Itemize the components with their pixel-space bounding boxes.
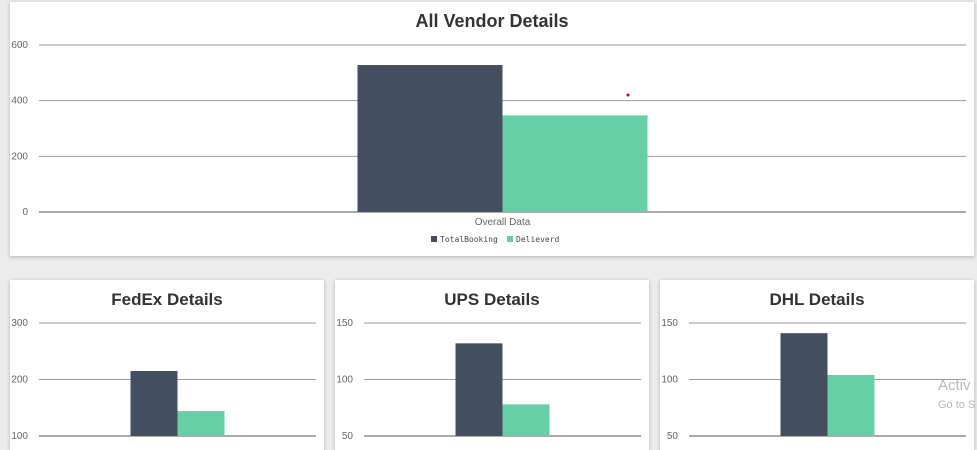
chart-main-legend-label-delieverd: Delieverd bbox=[516, 235, 560, 244]
chart-fedex-y-tick-label: 300 bbox=[11, 318, 28, 329]
chart-fedex-bar-totalbooking bbox=[130, 371, 178, 436]
chart-main-y-tick-label: 0 bbox=[22, 207, 28, 218]
dhl-chart-card: DHL Details 50 100 150 bbox=[660, 280, 974, 450]
chart-main-title: All Vendor Details bbox=[415, 11, 568, 31]
chart-dhl-title: DHL Details bbox=[769, 290, 864, 309]
chart-main-y-tick-label: 600 bbox=[11, 40, 28, 51]
chart-main-y-tick-label: 200 bbox=[11, 151, 28, 162]
chart-dhl-y-tick-label: 150 bbox=[661, 318, 678, 329]
chart-main-bar-delieverd bbox=[502, 115, 648, 212]
all-vendor-chart-card: All Vendor Details 0 200 400 600 Overall Data… bbox=[10, 2, 974, 256]
all-vendor-chart: All Vendor Details 0 200 400 600 Overall Data… bbox=[11, 11, 966, 244]
chart-fedex-bar-delieverd bbox=[177, 411, 225, 436]
chart-main-legend-swatch-totalbooking bbox=[431, 236, 437, 242]
chart-main-y-tick-label: 400 bbox=[11, 96, 28, 107]
ups-chart-card: UPS Details 50 100 150 bbox=[335, 280, 649, 450]
chart-ups-bar-totalbooking bbox=[455, 343, 503, 436]
chart-dhl-y-tick-label: 100 bbox=[661, 375, 678, 386]
chart-fedex-y-tick-label: 200 bbox=[11, 375, 28, 386]
chart-dhl-bar-totalbooking bbox=[780, 333, 828, 436]
watermark-line-1: Activ bbox=[938, 377, 971, 394]
chart-ups-y-tick-label: 150 bbox=[336, 318, 353, 329]
chart-dhl-bar-delieverd bbox=[827, 374, 875, 436]
chart-main-legend-label-totalbooking: TotalBooking bbox=[440, 235, 498, 244]
fedex-chart-card: FedEx Details 100 200 300 bbox=[10, 280, 324, 450]
chart-main-legend-swatch-delieverd bbox=[507, 236, 513, 242]
chart-main-marker-dot bbox=[626, 93, 630, 97]
chart-main-bar-totalbooking bbox=[357, 65, 503, 212]
chart-ups-bar-delieverd bbox=[502, 404, 550, 436]
watermark-line-2: Go to S bbox=[938, 399, 976, 411]
chart-main-x-category-label: Overall Data bbox=[475, 217, 531, 228]
chart-ups-title: UPS Details bbox=[444, 290, 539, 309]
chart-fedex-title: FedEx Details bbox=[111, 290, 223, 309]
chart-ups-y-tick-label: 100 bbox=[336, 375, 353, 386]
